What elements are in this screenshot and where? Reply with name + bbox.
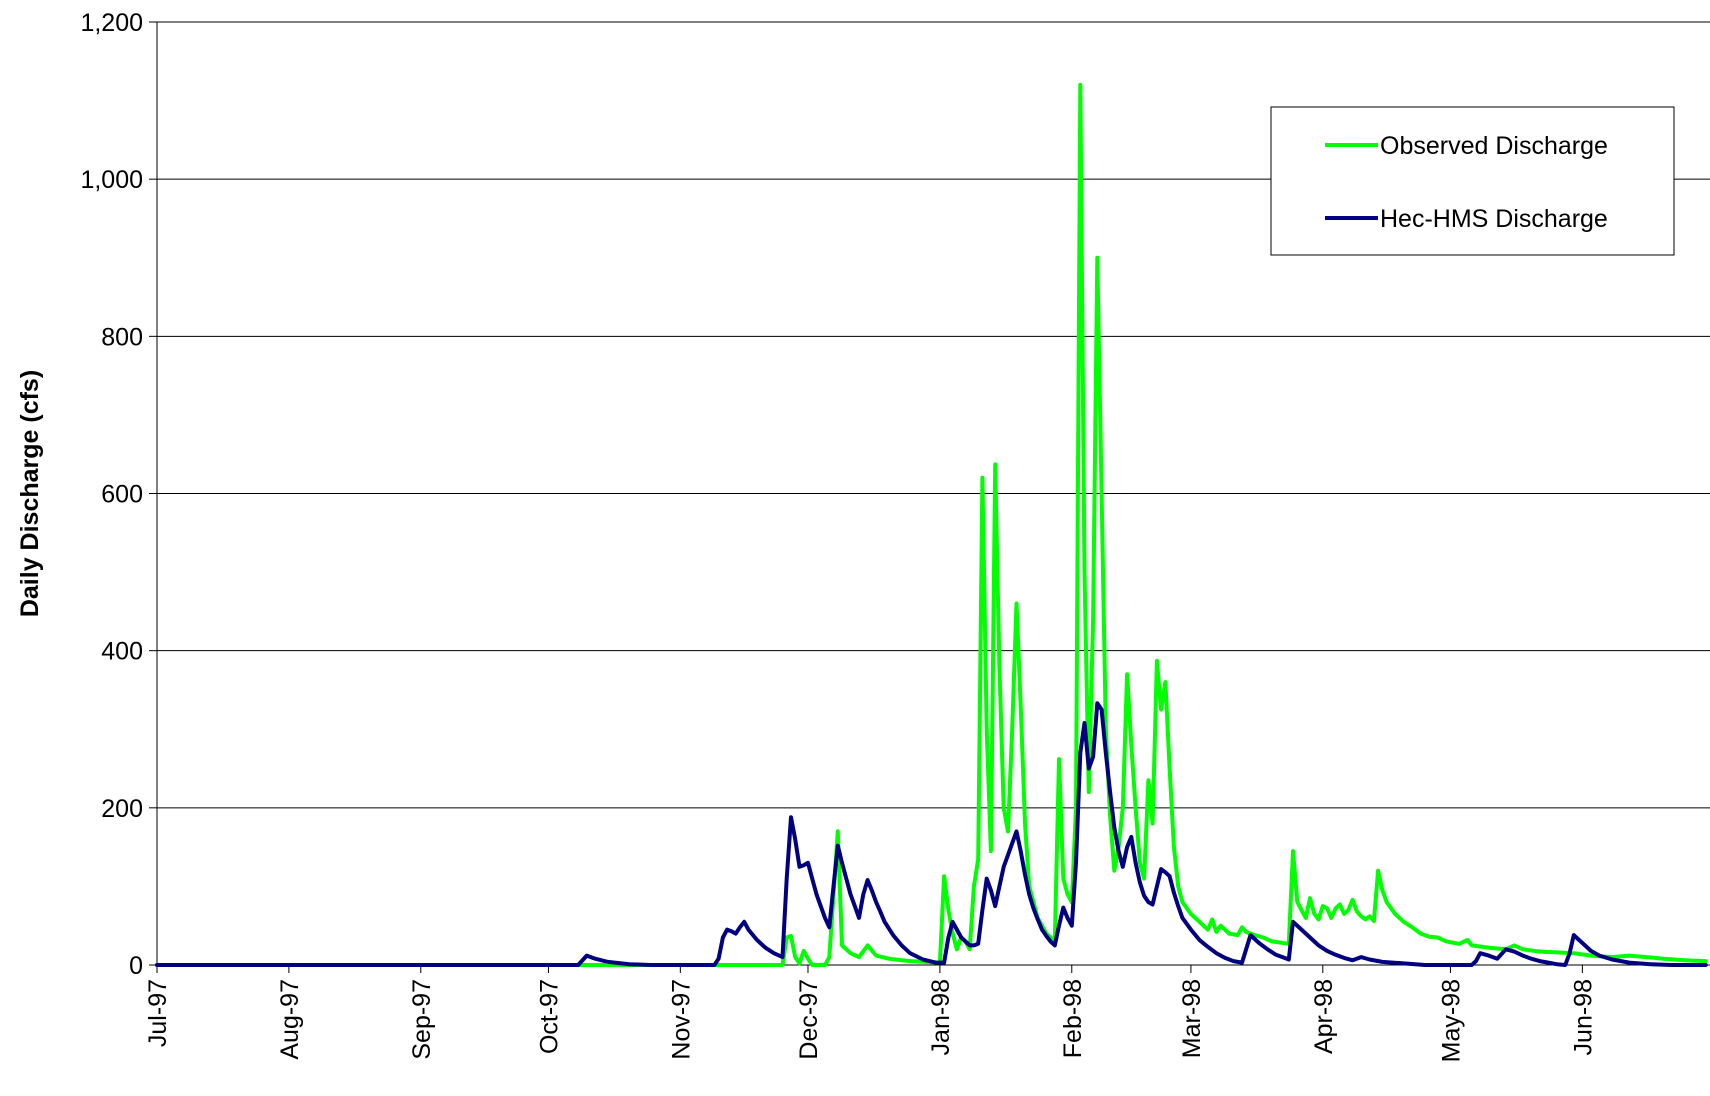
xtick-label-May-98: May-98: [1437, 979, 1465, 1062]
gridlines: [157, 21, 1710, 809]
ytick-label-600: 600: [101, 481, 143, 509]
ytick-label-1000: 1,000: [80, 166, 143, 194]
xtick-label-Sep-97: Sep-97: [408, 979, 436, 1060]
series-line-0: [155, 82, 1708, 967]
xtick-label-Jun-98: Jun-98: [1569, 979, 1597, 1055]
legend-label-observed: Observed Discharge: [1380, 132, 1608, 160]
ytick-label-0: 0: [129, 952, 143, 980]
series-line-1: [155, 701, 1708, 967]
xtick-label-Mar-98: Mar-98: [1178, 979, 1206, 1058]
legend: Observed Discharge Hec-HMS Discharge: [1270, 106, 1675, 256]
y-axis-label: Daily Discharge (cfs): [16, 370, 44, 617]
x-axis-ticks: Jul-97 Aug-97 Sep-97 Oct-97 Nov-97 Dec-97 Jan-…: [144, 965, 1597, 1062]
xtick-label-Dec-97: Dec-97: [795, 979, 823, 1060]
xtick-label-Apr-98: Apr-98: [1310, 979, 1338, 1054]
ytick-label-400: 400: [101, 638, 143, 666]
ytick-label-1200: 1,200: [80, 9, 143, 37]
xtick-label-Feb-98: Feb-98: [1059, 979, 1087, 1058]
xtick-label-Aug-97: Aug-97: [276, 979, 304, 1060]
xtick-label-Nov-97: Nov-97: [667, 979, 695, 1060]
xtick-label-Jan-98: Jan-98: [927, 979, 955, 1055]
legend-box: [1270, 106, 1675, 256]
xtick-label-Jul-97: Jul-97: [144, 979, 172, 1047]
y-axis-ticks: 0 200 400 600 800 1,000 1,200: [80, 9, 157, 980]
ytick-label-800: 800: [101, 323, 143, 351]
xtick-label-Oct-97: Oct-97: [535, 979, 563, 1054]
legend-label-hec-hms: Hec-HMS Discharge: [1380, 205, 1608, 233]
ytick-label-200: 200: [101, 795, 143, 823]
series-lines: [155, 82, 1708, 967]
